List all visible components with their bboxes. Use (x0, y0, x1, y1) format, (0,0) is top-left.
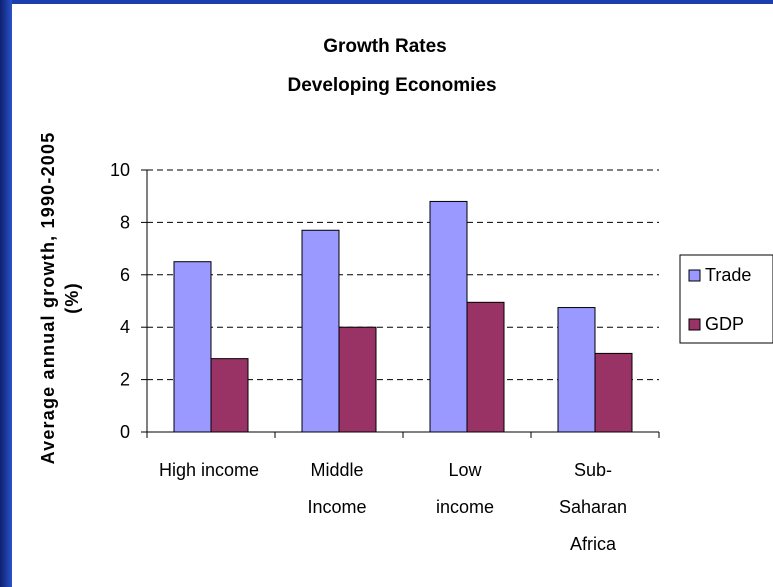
x-tick-label: Low (448, 460, 482, 480)
bar-gdp-0 (210, 358, 249, 433)
chart-title-line-1: Growth Rates (323, 36, 447, 57)
bar-trade-0 (173, 261, 212, 433)
legend-label-trade: Trade (705, 265, 751, 285)
x-tick-label: Middle (310, 460, 363, 480)
x-tick-label: High income (159, 460, 259, 480)
y-tick-label: 10 (110, 160, 130, 180)
x-tick-label: Saharan (559, 497, 627, 517)
y-tick-label: 4 (120, 317, 130, 337)
axes (141, 169, 660, 438)
legend: Trade GDP (679, 254, 773, 344)
y-tick-labels: 0 2 4 6 8 10 (110, 160, 130, 442)
y-axis-label-line-1: Average annual growth, 1990-2005 (38, 132, 58, 465)
x-tick-label: Income (307, 497, 366, 517)
y-axis-label-line-2: (%) (62, 282, 82, 314)
y-tick-label: 8 (120, 212, 130, 232)
bar-gdp-2 (466, 301, 505, 433)
chart-title: Growth Rates Developing Economies (287, 36, 496, 96)
bars (173, 200, 633, 433)
slide-panel (12, 4, 773, 587)
y-tick-label: 0 (120, 422, 130, 442)
y-tick-label: 6 (120, 265, 130, 285)
bar-trade-3 (557, 307, 596, 433)
legend-swatch-gdp (688, 318, 701, 331)
y-axis-label: Average annual growth, 1990-2005 (%) (38, 132, 82, 465)
bar-gdp-3 (594, 352, 633, 433)
x-tick-label: Africa (570, 534, 617, 554)
y-tick-label: 2 (120, 370, 130, 390)
x-tick-label: Sub- (574, 460, 612, 480)
bar-trade-1 (301, 229, 340, 433)
bar-gdp-1 (338, 326, 377, 433)
legend-swatch-trade (688, 269, 701, 282)
bar-trade-2 (429, 200, 468, 433)
x-tick-label: income (436, 497, 494, 517)
chart-title-line-2: Developing Economies (287, 75, 496, 96)
left-stripe (0, 0, 12, 587)
x-tick-labels: High income Middle Income Low income Sub- Saha… (159, 460, 627, 554)
legend-label-gdp: GDP (705, 314, 744, 334)
